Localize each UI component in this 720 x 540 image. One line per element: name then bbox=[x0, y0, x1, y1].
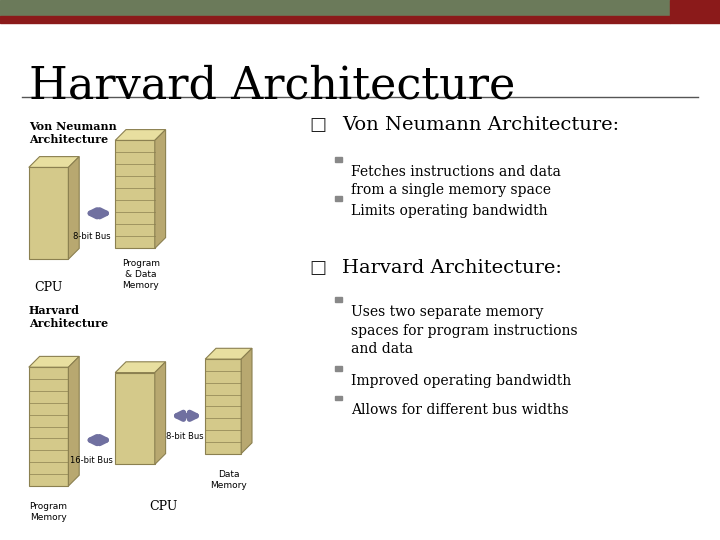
Polygon shape bbox=[115, 362, 166, 373]
Text: CPU: CPU bbox=[150, 500, 178, 512]
Text: Improved operating bandwidth: Improved operating bandwidth bbox=[351, 374, 572, 388]
FancyBboxPatch shape bbox=[29, 367, 68, 486]
Polygon shape bbox=[241, 348, 252, 454]
Text: Program
& Data
Memory: Program & Data Memory bbox=[122, 259, 160, 291]
FancyBboxPatch shape bbox=[115, 140, 155, 248]
FancyBboxPatch shape bbox=[115, 373, 155, 464]
Text: 16-bit Bus: 16-bit Bus bbox=[71, 456, 113, 465]
Polygon shape bbox=[205, 348, 252, 359]
Bar bbox=[0, 0, 670, 16]
Text: Limits operating bandwidth: Limits operating bandwidth bbox=[351, 204, 548, 218]
Text: Program
Memory: Program Memory bbox=[30, 502, 68, 522]
Polygon shape bbox=[155, 362, 166, 464]
Bar bbox=[670, 0, 720, 23]
Bar bbox=[335, 157, 341, 162]
Polygon shape bbox=[68, 356, 79, 486]
Polygon shape bbox=[68, 157, 79, 259]
Text: Allows for different bus widths: Allows for different bus widths bbox=[351, 403, 569, 417]
Text: □: □ bbox=[310, 259, 327, 277]
Bar bbox=[0, 16, 670, 23]
Text: CPU: CPU bbox=[35, 281, 63, 294]
Polygon shape bbox=[29, 157, 79, 167]
Text: Harvard
Architecture: Harvard Architecture bbox=[29, 305, 108, 329]
FancyBboxPatch shape bbox=[29, 167, 68, 259]
Text: Von Neumann
Architecture: Von Neumann Architecture bbox=[29, 122, 117, 145]
Bar bbox=[335, 297, 341, 302]
Text: 8-bit Bus: 8-bit Bus bbox=[166, 432, 204, 441]
Bar bbox=[335, 395, 341, 401]
Text: 8-bit Bus: 8-bit Bus bbox=[73, 232, 111, 241]
Text: □: □ bbox=[310, 116, 327, 134]
Bar bbox=[335, 196, 341, 201]
FancyBboxPatch shape bbox=[205, 359, 241, 454]
Polygon shape bbox=[29, 356, 79, 367]
Text: Von Neumann Architecture:: Von Neumann Architecture: bbox=[342, 116, 619, 134]
Text: Harvard Architecture: Harvard Architecture bbox=[29, 65, 516, 108]
Text: Uses two separate memory
spaces for program instructions
and data: Uses two separate memory spaces for prog… bbox=[351, 305, 578, 356]
Polygon shape bbox=[155, 130, 166, 248]
Text: Data
Memory: Data Memory bbox=[210, 470, 248, 490]
Text: Fetches instructions and data
from a single memory space: Fetches instructions and data from a sin… bbox=[351, 165, 561, 197]
Polygon shape bbox=[115, 130, 166, 140]
Text: Harvard Architecture:: Harvard Architecture: bbox=[342, 259, 562, 277]
Bar bbox=[335, 366, 341, 370]
